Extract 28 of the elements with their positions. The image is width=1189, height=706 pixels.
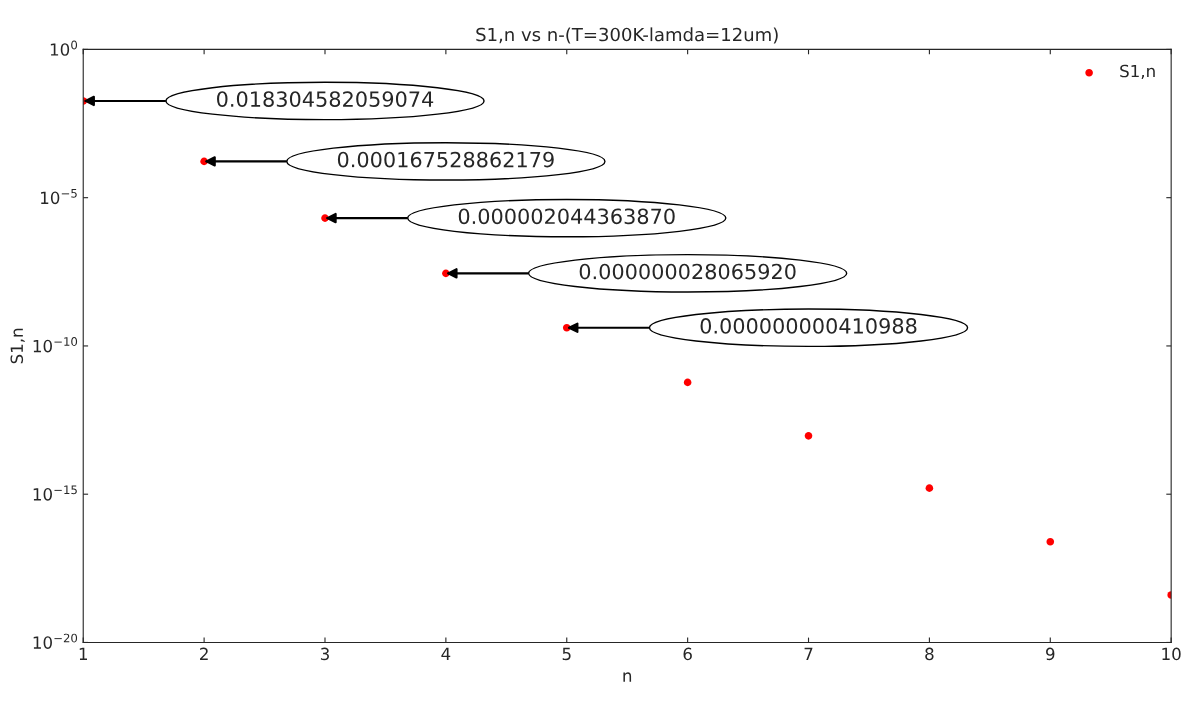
x-tick-label: 4 [441, 647, 451, 660]
y-tick-label: 10$^{−15}$ [33, 485, 77, 501]
x-tick-label: 3 [320, 647, 329, 661]
y-tick-label: 10$^{0}$ [50, 40, 78, 56]
x-tick-label: 6 [683, 647, 692, 661]
x-tick-label: 10 [1162, 647, 1181, 661]
x-axis-title: n [623, 672, 632, 682]
point [925, 484, 934, 492]
annotation: 0.018304582059074 [217, 91, 434, 107]
y-tick-label: 10$^{−5}$ [41, 189, 77, 205]
x-tick-label: 5 [562, 647, 571, 661]
chart-title: S1,n vs n-(T=300K-lamda=12um) [476, 27, 778, 44]
annotation: 0.000000028065920 [579, 263, 796, 280]
y-tick-label: 10$^{−10}$ [33, 337, 78, 353]
point [683, 378, 692, 387]
y-axis-title: S1,n [10, 328, 25, 364]
x-tick-label: 1 [79, 647, 87, 660]
legend-label: S1,n [1120, 64, 1155, 80]
annotation: 0.000167528862179 [337, 151, 554, 168]
x-tick-label: 8 [925, 647, 934, 661]
point [804, 432, 813, 440]
point [1046, 537, 1055, 546]
x-tick-label: 7 [804, 647, 813, 660]
annotation: 0.000002044363870 [458, 208, 675, 225]
annotation: 0.000000000410988 [700, 318, 917, 334]
y-tick-label: 10$^{−20}$ [33, 633, 78, 649]
x-tick-label: 2 [200, 647, 208, 660]
x-tick-label: 9 [1046, 647, 1055, 661]
